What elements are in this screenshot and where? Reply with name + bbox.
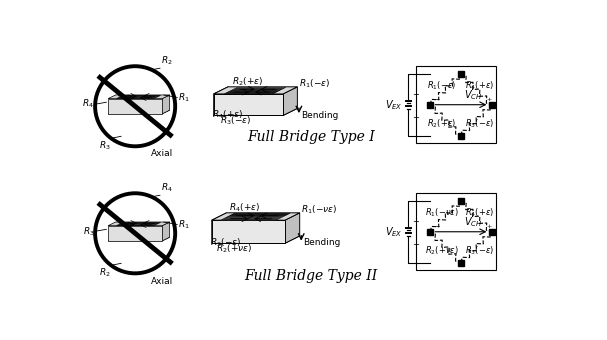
Polygon shape	[118, 224, 157, 225]
Text: $-$: $-$	[412, 111, 419, 120]
Text: $-$: $-$	[412, 238, 419, 247]
Text: $V_{EX}$: $V_{EX}$	[385, 98, 402, 112]
Bar	[416, 66, 495, 143]
Polygon shape	[214, 87, 297, 94]
Polygon shape	[212, 213, 226, 243]
Polygon shape	[214, 108, 297, 116]
Text: $R_3(-\epsilon)$: $R_3(-\epsilon)$	[220, 115, 251, 128]
Text: $^+$: $^+$	[486, 96, 493, 105]
Polygon shape	[121, 96, 160, 97]
Polygon shape	[228, 91, 278, 92]
Polygon shape	[229, 215, 287, 216]
Polygon shape	[212, 220, 285, 243]
Polygon shape	[162, 95, 170, 114]
Text: $^-$: $^-$	[433, 96, 441, 105]
Polygon shape	[285, 213, 300, 243]
Text: $R_2(+\epsilon)$: $R_2(+\epsilon)$	[427, 118, 456, 130]
Polygon shape	[118, 97, 157, 98]
Polygon shape	[214, 87, 228, 116]
Text: $V_{EX}$: $V_{EX}$	[385, 225, 402, 239]
Polygon shape	[121, 223, 160, 224]
Polygon shape	[212, 213, 300, 220]
Text: $V_{CH}$: $V_{CH}$	[464, 89, 482, 102]
Polygon shape	[108, 222, 170, 226]
Polygon shape	[230, 90, 280, 91]
Text: $R_1$: $R_1$	[178, 91, 190, 104]
Text: $R_3$: $R_3$	[83, 225, 94, 238]
Polygon shape	[226, 92, 276, 93]
Text: $R_2(+\epsilon)$: $R_2(+\epsilon)$	[232, 75, 263, 88]
Polygon shape	[232, 89, 282, 90]
Text: $R_1(-\nu\epsilon)$: $R_1(-\nu\epsilon)$	[301, 203, 337, 216]
Text: $R_1(-\epsilon)$: $R_1(-\epsilon)$	[299, 77, 330, 89]
Polygon shape	[233, 213, 290, 214]
Text: $V_{CH}$: $V_{CH}$	[464, 216, 482, 230]
Polygon shape	[228, 216, 285, 217]
Polygon shape	[234, 88, 284, 89]
Polygon shape	[108, 110, 170, 114]
Polygon shape	[212, 236, 300, 243]
Text: $R_4(+\epsilon)$: $R_4(+\epsilon)$	[466, 206, 495, 219]
Polygon shape	[108, 226, 162, 241]
Polygon shape	[108, 95, 170, 99]
Text: $R_4$: $R_4$	[83, 98, 94, 110]
Polygon shape	[231, 214, 288, 215]
Text: $R_3(-\epsilon)$: $R_3(-\epsilon)$	[466, 118, 495, 130]
Polygon shape	[283, 87, 297, 116]
Text: $^+$: $^+$	[486, 223, 493, 232]
Polygon shape	[226, 217, 283, 218]
Text: $R_4$: $R_4$	[161, 182, 172, 194]
Text: Axial: Axial	[151, 276, 174, 286]
Text: $R_2(+\nu\epsilon)$: $R_2(+\nu\epsilon)$	[425, 244, 459, 257]
Polygon shape	[236, 87, 286, 88]
Polygon shape	[108, 237, 170, 241]
Text: $^-$: $^-$	[433, 223, 441, 232]
Text: $R_1(-\epsilon)$: $R_1(-\epsilon)$	[427, 79, 456, 92]
Polygon shape	[117, 98, 155, 99]
Polygon shape	[108, 99, 162, 114]
Bar	[416, 193, 495, 270]
Polygon shape	[220, 219, 277, 220]
Polygon shape	[224, 93, 274, 94]
Polygon shape	[214, 94, 283, 116]
Text: Full Bridge Type II: Full Bridge Type II	[244, 269, 378, 283]
Text: $R_1(-\nu\epsilon)$: $R_1(-\nu\epsilon)$	[425, 206, 459, 219]
Text: $R_4(+\epsilon)$: $R_4(+\epsilon)$	[466, 79, 495, 92]
Polygon shape	[122, 222, 161, 223]
Text: $R_1$: $R_1$	[178, 218, 190, 231]
Text: Bending: Bending	[304, 238, 341, 247]
Polygon shape	[162, 222, 170, 241]
Text: $R_4(+\epsilon)$: $R_4(+\epsilon)$	[212, 109, 243, 121]
Text: Axial: Axial	[151, 150, 174, 158]
Text: $R_3(-\epsilon)$: $R_3(-\epsilon)$	[210, 237, 242, 249]
Text: Full Bridge Type I: Full Bridge Type I	[247, 130, 375, 144]
Text: $R_3$: $R_3$	[98, 139, 110, 152]
Text: $R_4(+\epsilon)$: $R_4(+\epsilon)$	[229, 202, 260, 214]
Text: $R_2(+\nu\epsilon)$: $R_2(+\nu\epsilon)$	[215, 243, 252, 255]
Text: Bending: Bending	[301, 110, 339, 120]
Text: $+$: $+$	[412, 88, 421, 99]
Text: $R_2$: $R_2$	[99, 266, 110, 279]
Text: $R_3(-\epsilon)$: $R_3(-\epsilon)$	[466, 244, 495, 257]
Polygon shape	[122, 95, 161, 96]
Text: $R_2$: $R_2$	[161, 55, 172, 67]
Text: $+$: $+$	[412, 216, 421, 226]
Polygon shape	[117, 225, 155, 226]
